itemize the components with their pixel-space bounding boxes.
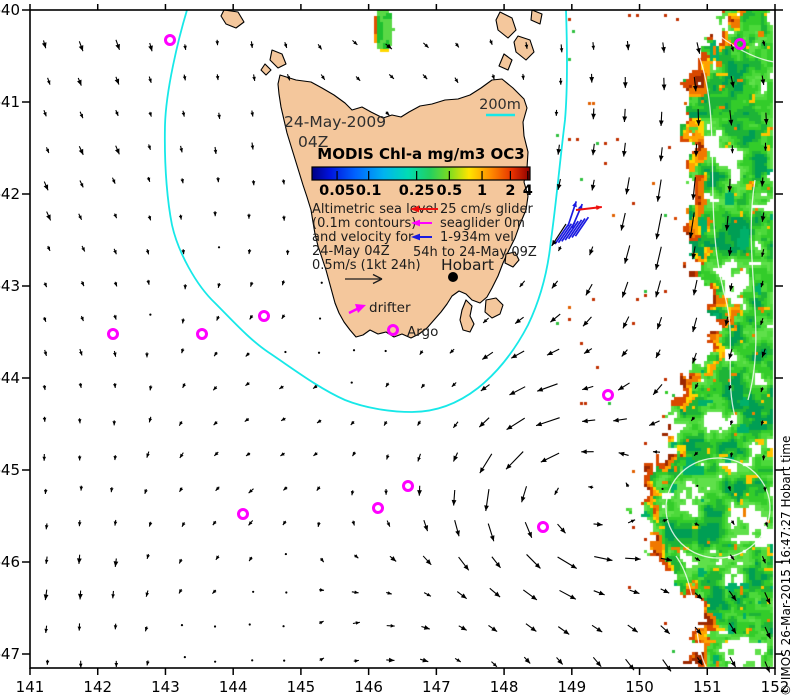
y-tick-label: -45 — [0, 461, 20, 479]
colorbar-title: MODIS Chl-a mg/m3 OC3 — [317, 145, 524, 163]
colorbar-tick-label: 0.05 — [319, 183, 355, 199]
island — [269, 49, 287, 69]
island — [513, 35, 535, 61]
x-tick-label: 146 — [354, 678, 383, 696]
x-tick-label: 151 — [693, 678, 722, 696]
argo-float-marker — [537, 521, 549, 533]
mainland-coast — [277, 74, 529, 339]
colorbar-tick-label: 1 — [477, 183, 487, 199]
time-label: 04Z — [298, 133, 328, 151]
legend-seaglider-surface: seaglider 0m — [440, 216, 525, 231]
x-tick-label: 142 — [83, 678, 112, 696]
y-tick-label: -47 — [0, 645, 20, 663]
legend-blue-arrow — [411, 233, 432, 241]
argo-float-marker — [107, 328, 119, 340]
drifter-symbol — [348, 304, 366, 315]
drifter-label: drifter — [369, 300, 411, 316]
colorbar-gradient-bar — [311, 166, 531, 181]
watermark: © IMOS 26-Mar-2015 16:47:27 Hobart time — [779, 436, 793, 696]
x-tick-label: 147 — [422, 678, 451, 696]
argo-float-marker — [734, 38, 746, 50]
legend-line2: (0.1m contours) — [312, 216, 416, 231]
colorbar-tick-label: 0.5 — [436, 183, 462, 199]
city-dot — [448, 272, 458, 282]
colorbar-tick-label: 4 — [523, 183, 533, 199]
legend-red-arrow — [410, 205, 438, 213]
velocity-vector-field — [41, 39, 771, 673]
island — [484, 297, 504, 319]
city-label: Hobart — [441, 256, 494, 274]
colorbar-tick-label: 2 — [505, 183, 515, 199]
legend-glider-scale: 25 cm/s glider — [440, 202, 533, 217]
argo-label: Argo — [407, 324, 438, 340]
argo-float-marker — [196, 328, 208, 340]
legend-line3: and velocity for — [312, 230, 414, 245]
y-tick-label: -42 — [0, 185, 20, 203]
legend-line1: Altimetric sea level — [312, 202, 437, 217]
colorbar-tick-label: 0.25 — [399, 183, 435, 199]
x-tick-label: 141 — [16, 678, 45, 696]
legend-glider-window: 54h to 24-May 09Z — [413, 245, 537, 260]
argo-float-marker — [387, 324, 399, 336]
sea-level-contours — [665, 17, 775, 668]
plot-border — [29, 9, 776, 669]
argo-float-markers — [107, 34, 746, 533]
legend-line4: 24-May 04Z — [312, 244, 390, 259]
x-tick-label: 143 — [151, 678, 180, 696]
y-tick-label: -43 — [0, 277, 20, 295]
island — [220, 9, 245, 29]
y-tick-label: -40 — [0, 1, 20, 19]
tasmania-landmass — [220, 9, 543, 339]
island — [459, 299, 475, 333]
legend-magenta-arrow — [411, 219, 432, 227]
seaglider-vectors — [551, 201, 602, 247]
argo-float-marker — [372, 502, 384, 514]
colorbar: MODIS Chl-a mg/m3 OC3 0.05 0.1 0.25 0.5 1 2 4 — [311, 145, 533, 199]
date-label: 24-May-2009 — [284, 113, 386, 131]
y-tick-label: -46 — [0, 553, 20, 571]
depth-contour-label: 200m — [479, 97, 521, 113]
x-tick-label: 145 — [287, 678, 316, 696]
argo-float-marker — [602, 389, 614, 401]
argo-float-marker — [258, 310, 270, 322]
x-tick-label: 149 — [557, 678, 586, 696]
legend-line5: 0.5m/s (1kt 24h) — [312, 258, 421, 273]
x-tick-label: 144 — [219, 678, 248, 696]
island — [530, 9, 543, 25]
y-tick-label: -41 — [0, 93, 20, 111]
x-tick-label: 148 — [490, 678, 519, 696]
y-tick-label: -44 — [0, 369, 20, 387]
island — [498, 53, 513, 71]
island — [260, 63, 272, 76]
argo-float-marker — [164, 34, 176, 46]
island — [504, 251, 520, 268]
x-tick-label: 152 — [761, 678, 790, 696]
legend-velocity-scale-arrow — [345, 273, 383, 285]
argo-float-marker — [402, 480, 414, 492]
x-tick-label: 150 — [625, 678, 654, 696]
plot-frame: 141142143144145146147148149150151152-40-… — [0, 1, 789, 696]
200m-depth-contour — [163, 9, 568, 413]
colorbar-tick-label: 0.1 — [356, 183, 382, 199]
legend-seaglider-depth: 1-934m vel — [440, 230, 514, 245]
island — [495, 11, 517, 39]
argo-float-marker — [237, 508, 249, 520]
